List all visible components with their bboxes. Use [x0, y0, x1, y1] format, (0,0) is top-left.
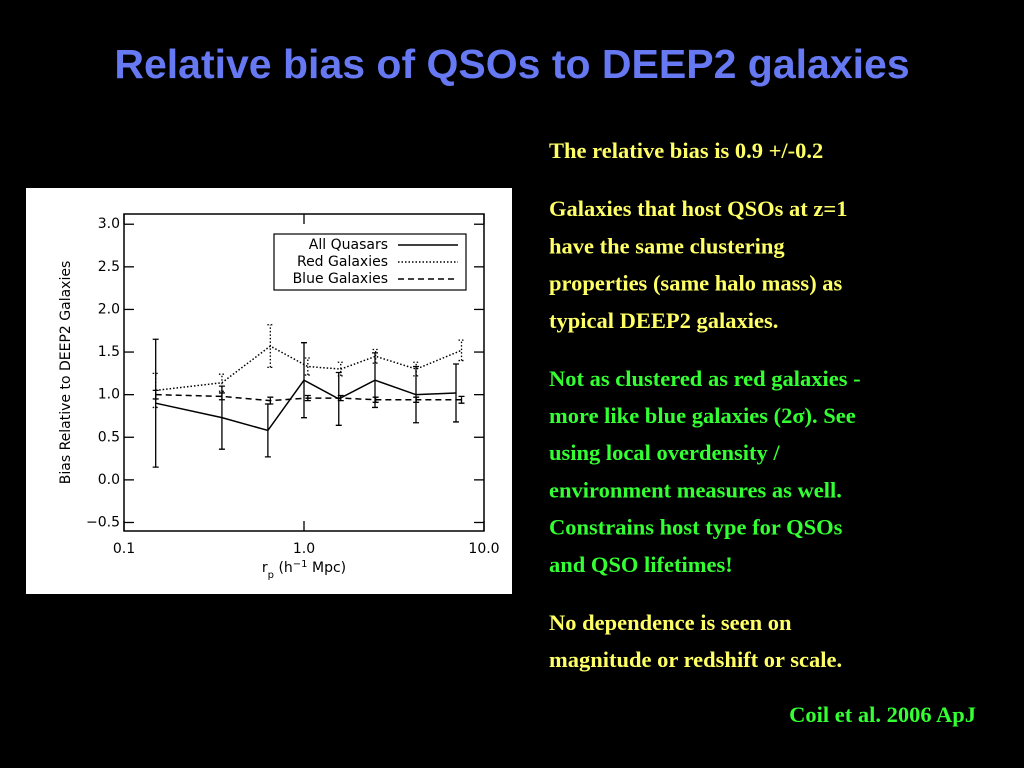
y-tick-label: 0.0 — [98, 472, 120, 488]
x-axis-label-part: −1 — [293, 559, 308, 570]
body-line: No dependence is seen on — [549, 610, 792, 635]
error-bar — [337, 361, 344, 377]
y-tick-label: −0.5 — [86, 514, 120, 530]
error-bar — [372, 396, 379, 403]
error-bar — [152, 389, 159, 400]
slide-title: Relative bias of QSOs to DEEP2 galaxies — [114, 41, 909, 87]
y-tick-label: 0.5 — [98, 429, 120, 445]
error-bar — [372, 348, 379, 364]
x-tick-label: 0.1 — [113, 541, 135, 557]
error-bar — [218, 373, 225, 392]
y-tick-label: 2.0 — [98, 301, 120, 317]
legend-label: Red Galaxies — [297, 254, 388, 270]
citation: Coil et al. 2006 ApJ — [789, 702, 976, 727]
error-bar — [412, 365, 419, 424]
error-bar — [335, 371, 342, 426]
series-line — [155, 345, 462, 392]
x-axis-label-part: p — [268, 570, 274, 581]
error-bar — [458, 395, 465, 404]
body-line: and QSO lifetimes! — [549, 552, 733, 577]
error-bar — [337, 394, 344, 402]
body-line: properties (same halo mass) as — [549, 271, 843, 296]
body-line: have the same clustering — [549, 233, 785, 258]
body-line: Galaxies that host QSOs at z=1 — [549, 196, 847, 221]
error-bar — [152, 372, 159, 409]
y-tick-label: 3.0 — [98, 216, 120, 232]
x-axis-label-part: r — [262, 560, 268, 576]
error-bar — [413, 361, 420, 377]
body-line: using local overdensity / — [549, 440, 780, 465]
y-tick-label: 1.0 — [98, 387, 120, 403]
error-bar — [304, 394, 311, 402]
body-line: magnitude or redshift or scale. — [549, 647, 842, 672]
x-axis-label-part: Mpc) — [308, 560, 347, 576]
x-axis-label-part: (h — [274, 560, 293, 576]
body-line: The relative bias is 0.9 +/-0.2 — [549, 138, 823, 163]
x-tick-label: 1.0 — [293, 541, 315, 557]
error-bar — [458, 339, 465, 362]
error-bar — [304, 357, 311, 376]
error-bar — [267, 324, 274, 369]
error-bar — [267, 396, 274, 405]
body-line: environment measures as well. — [549, 477, 842, 502]
error-bar — [453, 363, 460, 423]
error-bar — [301, 342, 307, 419]
legend-label: Blue Galaxies — [293, 271, 388, 287]
error-bar — [413, 396, 420, 403]
body-line: typical DEEP2 galaxies. — [549, 308, 778, 333]
y-tick-label: 2.5 — [98, 259, 120, 275]
x-tick-label: 10.0 — [468, 541, 499, 557]
body-line: Constrains host type for QSOs — [549, 515, 843, 540]
series-line — [155, 393, 462, 402]
error-bar — [218, 392, 225, 401]
series-line — [155, 379, 457, 432]
body-line: more like blue galaxies (2σ). See — [549, 403, 856, 428]
y-axis-label: Bias Relative to DEEP2 Galaxies — [58, 261, 74, 484]
y-tick-label: 1.5 — [98, 344, 120, 360]
legend-label: All Quasars — [309, 237, 388, 253]
x-axis-label: rp (h−1 Mpc) — [262, 559, 346, 581]
body-line: Not as clustered as red galaxies - — [549, 366, 861, 391]
